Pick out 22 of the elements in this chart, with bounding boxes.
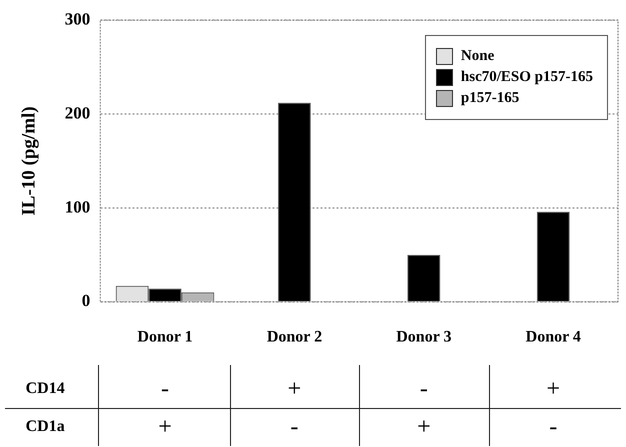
x-tick-label: Donor 4 xyxy=(526,328,581,346)
text: + xyxy=(157,414,173,440)
x-tick-label: Donor 2 xyxy=(266,328,322,346)
text: - xyxy=(160,376,170,402)
text: - xyxy=(418,376,429,402)
text: CD1a xyxy=(24,417,66,437)
y-tick-label: 200 xyxy=(64,103,90,122)
text: - xyxy=(548,414,558,440)
x-tick-label: Donor 1 xyxy=(137,328,193,346)
text: + xyxy=(286,376,302,402)
text: - xyxy=(289,414,300,440)
text: + xyxy=(416,414,432,440)
text: + xyxy=(546,376,562,402)
x-tick-label: Donor 3 xyxy=(396,328,452,346)
y-tick-label: 300 xyxy=(64,10,90,29)
y-tick-label: 0 xyxy=(82,291,90,310)
y-axis-title: IL-10 (pg/ml) xyxy=(18,106,40,216)
text: CD14 xyxy=(24,379,66,399)
legend-label: hsc70/ESO p157-165 xyxy=(460,69,593,86)
legend-label: p157-165 xyxy=(460,90,520,108)
y-tick-label: 100 xyxy=(64,197,90,216)
legend-label: None xyxy=(460,48,494,66)
